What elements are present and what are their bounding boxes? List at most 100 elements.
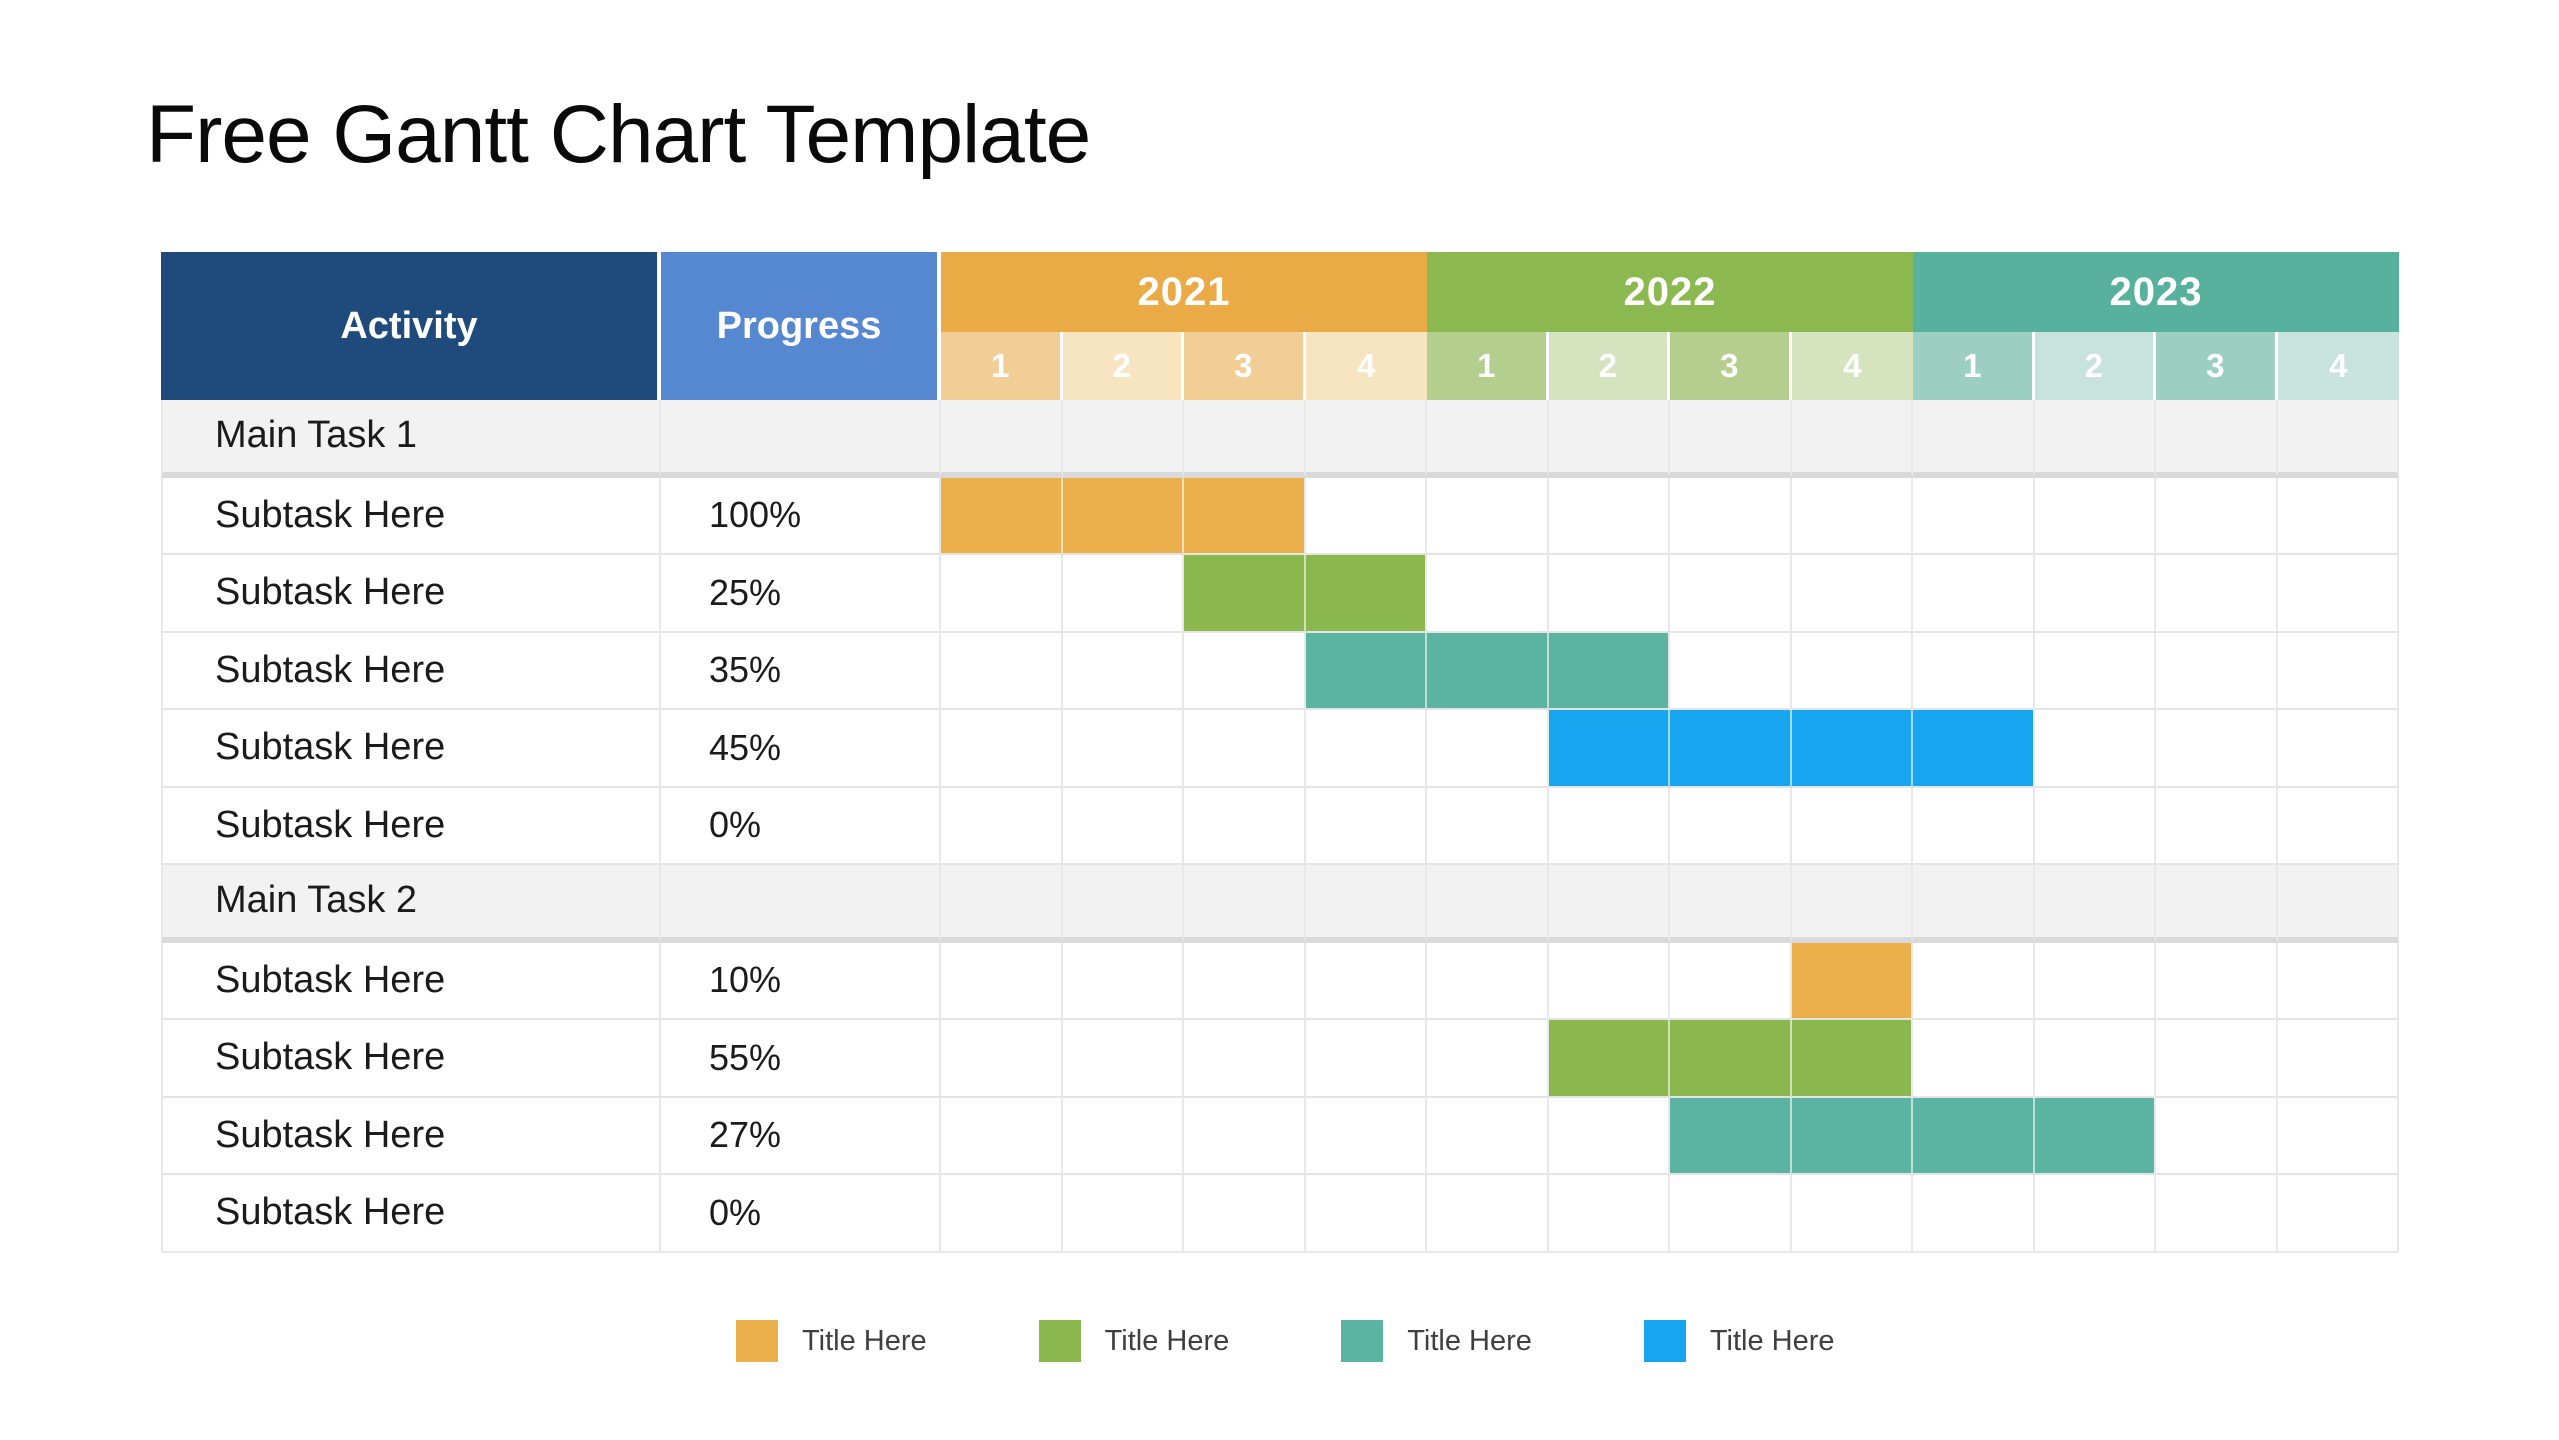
gantt-bar-cell-blue bbox=[1670, 710, 1792, 788]
gantt-bar-cell-green bbox=[1184, 555, 1306, 633]
gantt-bar-cell-teal bbox=[1670, 1097, 1792, 1175]
timeline-cell bbox=[1305, 400, 1427, 478]
timeline-cell bbox=[1427, 865, 1549, 943]
timeline-cell bbox=[1184, 632, 1306, 710]
timeline-cell bbox=[2156, 400, 2278, 478]
timeline-cell bbox=[1791, 400, 1913, 478]
gantt-table: Activity Progress 2021 1 2 3 4 2022 1 2 3 4 2023 1 2 3 4… bbox=[161, 252, 2399, 1253]
timeline-cell bbox=[1062, 1020, 1184, 1098]
timeline-cell bbox=[1913, 942, 2035, 1020]
timeline-cell bbox=[1913, 632, 2035, 710]
timeline-cell bbox=[2156, 632, 2278, 710]
timeline-cell bbox=[1791, 787, 1913, 865]
timeline-cell bbox=[1062, 400, 1184, 478]
progress-value: 0% bbox=[661, 787, 941, 865]
timeline-cell bbox=[2156, 865, 2278, 943]
legend-swatch-green bbox=[1038, 1320, 1081, 1362]
timeline-cell bbox=[1913, 787, 2035, 865]
timeline-cell bbox=[1305, 787, 1427, 865]
timeline-cell bbox=[1427, 787, 1549, 865]
timeline-cell bbox=[2156, 477, 2278, 555]
gantt-bar-cell-green bbox=[1305, 555, 1427, 633]
timeline-cell bbox=[1548, 865, 1670, 943]
quarter-header-2023-q2: 2 bbox=[2034, 332, 2156, 400]
timeline-cell bbox=[2034, 1020, 2156, 1098]
timeline-cell bbox=[1791, 477, 1913, 555]
timeline-cell bbox=[2034, 477, 2156, 555]
timeline-cell bbox=[1548, 555, 1670, 633]
timeline-cell bbox=[1184, 942, 1306, 1020]
timeline-cell bbox=[2156, 710, 2278, 788]
progress-value: 0% bbox=[661, 1175, 941, 1253]
timeline-cell bbox=[2034, 1175, 2156, 1253]
timeline-cell bbox=[1062, 1175, 1184, 1253]
quarter-header-2022-q3: 3 bbox=[1670, 332, 1792, 400]
timeline-cell bbox=[1305, 1175, 1427, 1253]
quarter-header-2021-q2: 2 bbox=[1062, 332, 1184, 400]
quarter-header-2023-q4: 4 bbox=[2277, 332, 2399, 400]
activity-column-header: Activity bbox=[161, 252, 661, 400]
timeline-cell bbox=[2156, 1175, 2278, 1253]
page-title: Free Gantt Chart Template bbox=[146, 89, 1091, 180]
timeline-cell bbox=[1184, 787, 1306, 865]
timeline-cell bbox=[941, 1020, 1063, 1098]
timeline-cell bbox=[1791, 1175, 1913, 1253]
timeline-cell bbox=[1305, 1097, 1427, 1175]
subtask-label: Subtask Here bbox=[161, 710, 661, 788]
timeline-cell bbox=[1913, 1020, 2035, 1098]
timeline-cell bbox=[941, 787, 1063, 865]
quarter-header-2023-q1: 1 bbox=[1913, 332, 2035, 400]
timeline-cell bbox=[1305, 710, 1427, 788]
timeline-cell bbox=[1184, 1175, 1306, 1253]
timeline-cell bbox=[1062, 787, 1184, 865]
legend-swatch-orange bbox=[736, 1320, 778, 1362]
timeline-cell bbox=[941, 555, 1063, 633]
subtask-label: Subtask Here bbox=[161, 477, 661, 555]
timeline-cell bbox=[2034, 865, 2156, 943]
quarter-header-2021-q4: 4 bbox=[1305, 332, 1427, 400]
timeline-cell bbox=[2277, 865, 2399, 943]
subtask-label: Subtask Here bbox=[161, 942, 661, 1020]
quarter-header-2022-q4: 4 bbox=[1791, 332, 1913, 400]
legend-swatch-blue bbox=[1643, 1320, 1686, 1362]
timeline-cell bbox=[1670, 942, 1792, 1020]
timeline-cell bbox=[2156, 942, 2278, 1020]
subtask-label: Subtask Here bbox=[161, 632, 661, 710]
timeline-cell bbox=[1427, 942, 1549, 1020]
timeline-cell bbox=[2277, 400, 2399, 478]
timeline-cell bbox=[1427, 1020, 1549, 1098]
timeline-cell bbox=[1670, 400, 1792, 478]
legend-item-green: Title Here bbox=[1038, 1320, 1229, 1362]
quarter-header-2022-q2: 2 bbox=[1548, 332, 1670, 400]
progress-value: 35% bbox=[661, 632, 941, 710]
timeline-cell bbox=[941, 1175, 1063, 1253]
progress-value: 55% bbox=[661, 1020, 941, 1098]
timeline-cell bbox=[2277, 787, 2399, 865]
timeline-cell bbox=[1913, 477, 2035, 555]
timeline-cell bbox=[941, 942, 1063, 1020]
legend: Title Here Title Here Title Here Title Here bbox=[736, 1320, 1835, 1362]
year-header-2022: 2022 bbox=[1427, 252, 1913, 332]
timeline-cell bbox=[1670, 477, 1792, 555]
gantt-bar-cell-teal bbox=[1305, 632, 1427, 710]
timeline-cell bbox=[1791, 632, 1913, 710]
timeline-cell bbox=[1548, 400, 1670, 478]
timeline-cell bbox=[941, 865, 1063, 943]
timeline-cell bbox=[2034, 400, 2156, 478]
timeline-cell bbox=[2034, 942, 2156, 1020]
timeline-cell bbox=[1670, 555, 1792, 633]
timeline-cell bbox=[2034, 710, 2156, 788]
timeline-cell bbox=[1548, 787, 1670, 865]
timeline-cell bbox=[941, 710, 1063, 788]
progress-value: 27% bbox=[661, 1097, 941, 1175]
timeline-cell bbox=[1913, 400, 2035, 478]
timeline-cell bbox=[2277, 1097, 2399, 1175]
timeline-cell bbox=[1062, 865, 1184, 943]
timeline-cell bbox=[2156, 1097, 2278, 1175]
gantt-bar-cell-teal bbox=[1913, 1097, 2035, 1175]
legend-swatch-teal bbox=[1341, 1320, 1384, 1362]
main-task-label: Main Task 1 bbox=[161, 400, 661, 478]
main-task-label: Main Task 2 bbox=[161, 865, 661, 943]
gantt-bar-cell-blue bbox=[1791, 710, 1913, 788]
